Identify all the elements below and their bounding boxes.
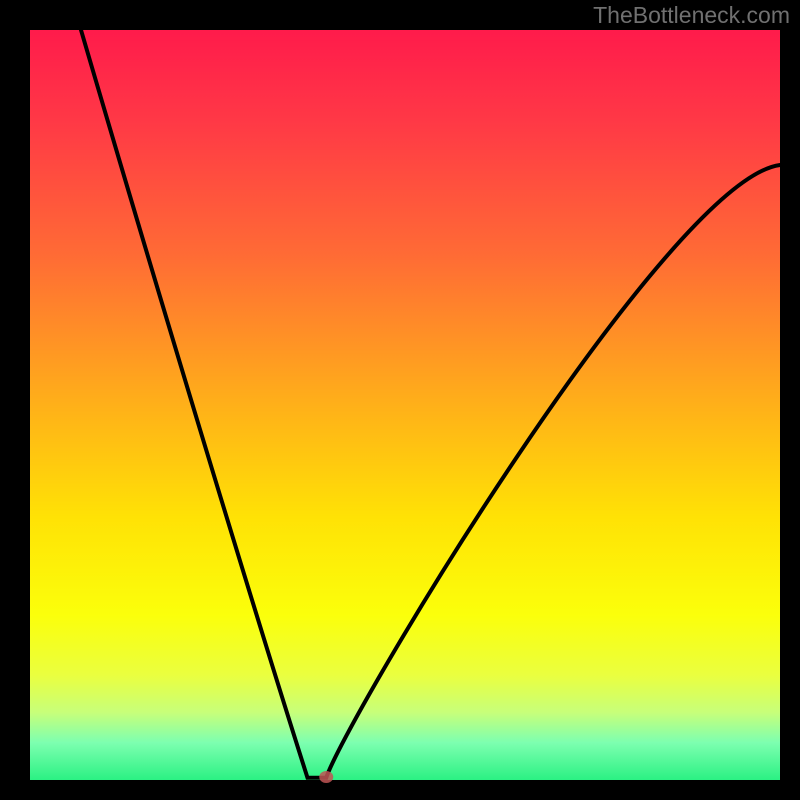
watermark-text: TheBottleneck.com [593,2,790,29]
chart-root: TheBottleneck.com [0,0,800,800]
bottleneck-chart-svg [0,0,800,800]
